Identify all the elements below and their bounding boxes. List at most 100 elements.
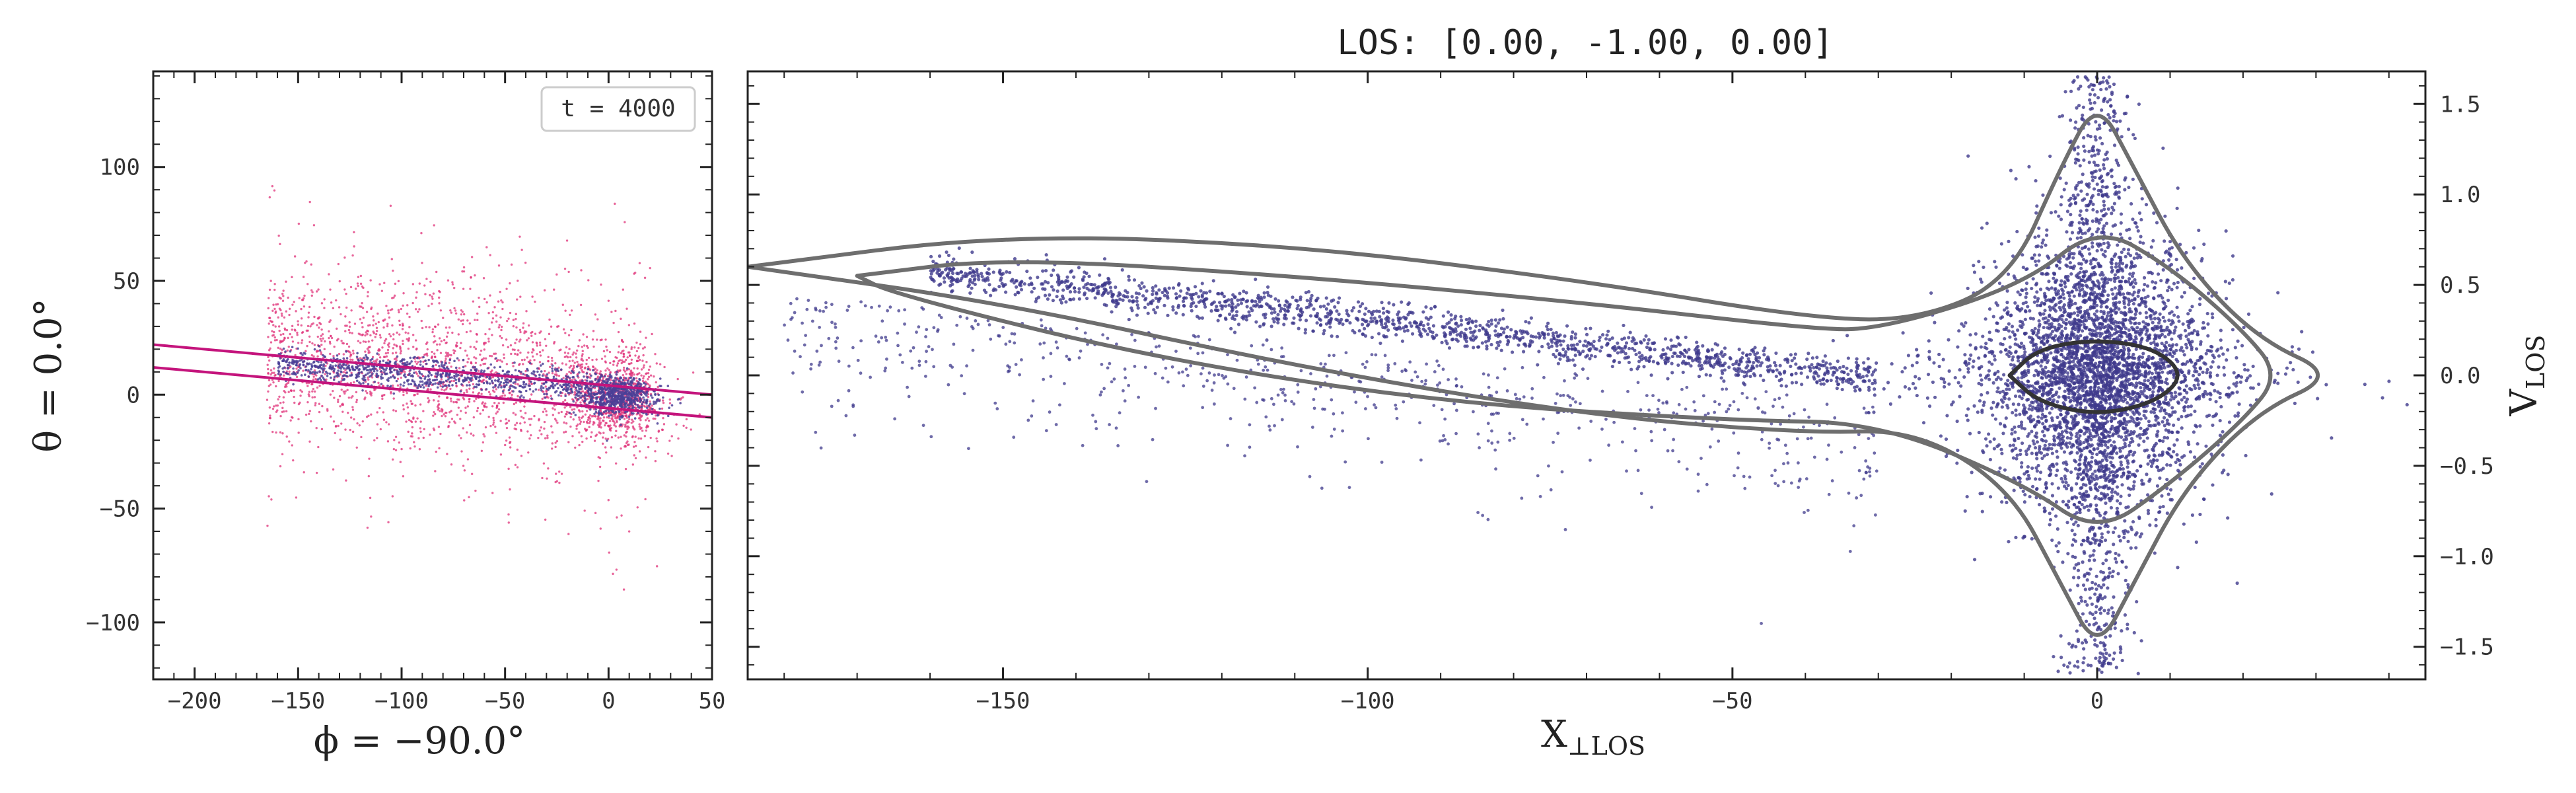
background-star-point [437, 426, 441, 428]
background-star-point [500, 336, 503, 340]
background-star-point [371, 356, 375, 359]
background-star-point [322, 337, 324, 340]
particle-point [2165, 340, 2168, 344]
stream-star-point [622, 400, 624, 402]
stream-star-point [577, 390, 581, 393]
stream-star-point [373, 365, 376, 368]
background-star-point [414, 360, 417, 363]
particle-point [2007, 239, 2011, 243]
background-star-point [395, 344, 398, 347]
background-star-point [517, 383, 519, 386]
background-star-point [531, 355, 534, 358]
stream-star-point [622, 379, 624, 381]
stream-star-point [593, 393, 596, 396]
background-star-point [579, 365, 582, 367]
background-star-point [444, 359, 447, 363]
background-star-point [356, 422, 359, 425]
background-star-point [347, 412, 349, 414]
background-star-point [369, 391, 372, 393]
stream-star-point [322, 354, 324, 357]
background-star-point [476, 406, 480, 410]
background-star-point [351, 254, 354, 257]
background-star-point [607, 499, 610, 502]
background-star-point [291, 340, 295, 343]
stream-star-point [633, 389, 636, 392]
background-star-point [309, 325, 312, 328]
background-star-point [312, 355, 315, 358]
background-star-point [580, 269, 583, 272]
stream-star-point [403, 374, 406, 377]
background-star-point [509, 488, 511, 491]
background-star-point [285, 328, 289, 332]
background-star-point [649, 266, 651, 270]
legend-box [540, 86, 696, 132]
background-star-point [647, 383, 650, 386]
background-star-point [600, 426, 602, 429]
particle-point [2006, 272, 2011, 276]
particle-point [2110, 287, 2114, 291]
stream-star-point [476, 375, 478, 379]
background-star-point [304, 350, 307, 353]
stream-star-point [578, 371, 581, 374]
stream-star-point [540, 389, 543, 392]
background-star-point [342, 353, 345, 356]
stream-star-point [333, 367, 336, 371]
background-star-point [596, 318, 599, 321]
background-star-point [290, 389, 293, 392]
particle-point [1939, 434, 1943, 438]
background-star-point [402, 292, 405, 295]
stream-star-point [505, 381, 508, 384]
stream-star-point [373, 369, 376, 373]
background-star-point [528, 382, 530, 385]
background-star-point [272, 303, 275, 306]
particle-point [2219, 404, 2223, 409]
background-star-point [293, 395, 295, 398]
background-star-point [306, 385, 309, 387]
stream-star-point [485, 388, 488, 391]
stream-star-point [576, 365, 579, 368]
stream-star-point [606, 400, 608, 402]
stream-star-point [662, 396, 664, 399]
background-star-point [304, 413, 308, 416]
background-star-point [417, 437, 420, 439]
background-star-point [509, 311, 512, 315]
stream-star-point [384, 373, 387, 375]
background-star-point [469, 287, 472, 290]
stream-star-point [574, 396, 577, 399]
background-star-point [466, 354, 468, 357]
background-star-point [613, 360, 616, 363]
stream-star-point [470, 369, 473, 371]
background-star-point [608, 416, 610, 419]
background-star-point [644, 380, 647, 383]
background-star-point [339, 373, 341, 376]
stream-star-point [583, 395, 586, 398]
stream-star-point [574, 414, 577, 416]
stream-star-point [656, 414, 659, 417]
stream-star-point [318, 370, 321, 373]
particle-point [2191, 373, 2196, 378]
stream-star-point [404, 361, 407, 365]
background-star-point [561, 303, 564, 306]
stream-star-point [499, 365, 502, 369]
particle-point [2186, 404, 2190, 409]
stream-star-point [453, 359, 456, 363]
stream-star-point [420, 373, 423, 376]
particle-point [2207, 413, 2211, 418]
stream-star-point [320, 374, 323, 377]
background-star-point [594, 415, 596, 418]
stream-star-point [624, 411, 627, 414]
stream-star-point [608, 401, 611, 404]
background-star-point [642, 377, 645, 380]
background-star-point [446, 453, 448, 455]
background-star-point [572, 364, 575, 367]
stream-star-point [376, 352, 378, 355]
stream-star-point [572, 376, 575, 379]
background-star-point [334, 432, 336, 435]
stream-star-point [545, 376, 548, 379]
background-star-point [663, 365, 666, 369]
background-star-point [320, 302, 324, 305]
background-star-point [499, 316, 502, 319]
background-star-point [351, 395, 354, 398]
stream-star-point [567, 383, 570, 387]
stream-star-point [497, 378, 501, 381]
